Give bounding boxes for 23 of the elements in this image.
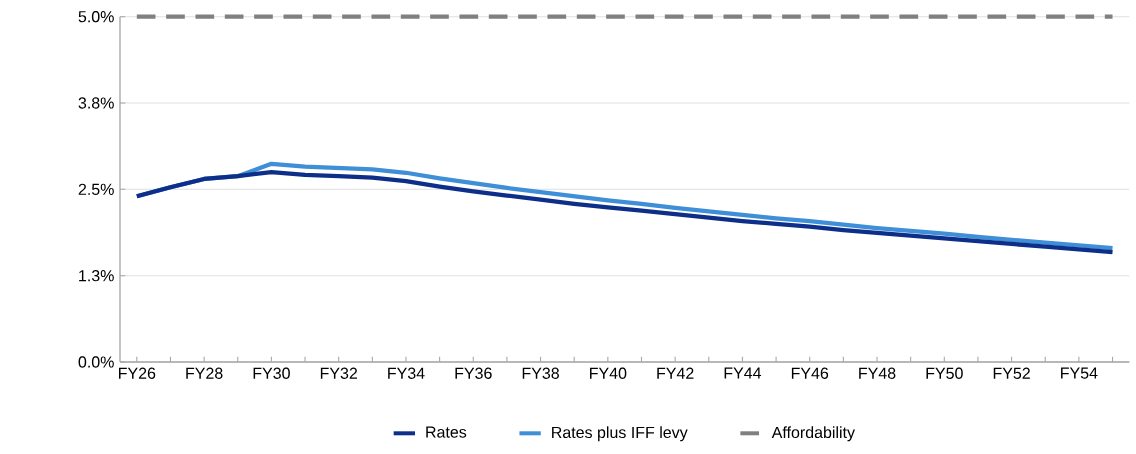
x-tick-label: FY52 xyxy=(993,367,1030,379)
x-tick-label: FY36 xyxy=(455,367,492,379)
legend-label: Rates xyxy=(426,426,467,438)
x-tick-label: FY32 xyxy=(320,367,358,379)
x-tick-label: FY42 xyxy=(657,367,694,379)
legend-label: Rates plus IFF levy xyxy=(552,426,688,442)
y-tick-label: 1.3% xyxy=(79,270,114,282)
x-tick-label: FY38 xyxy=(522,367,559,379)
legend-label: Affordability xyxy=(771,426,855,442)
y-tick-label: 5.0% xyxy=(78,11,114,23)
x-tick-label: FY34 xyxy=(388,367,425,379)
y-tick-label: 0.0% xyxy=(78,356,114,368)
y-tick-label: 2.5% xyxy=(78,183,114,195)
x-tick-label: FY50 xyxy=(926,367,963,379)
x-tick-label: FY48 xyxy=(859,367,896,379)
x-tick-label: FY26 xyxy=(119,367,156,379)
x-tick-label: FY44 xyxy=(724,367,762,379)
x-tick-label: FY54 xyxy=(1061,367,1098,379)
x-tick-label: FY40 xyxy=(590,367,627,379)
x-tick-label: FY28 xyxy=(186,367,223,379)
y-tick-label: 3.8% xyxy=(78,97,114,109)
x-tick-label: FY46 xyxy=(791,367,829,379)
x-tick-label: FY30 xyxy=(253,367,290,379)
